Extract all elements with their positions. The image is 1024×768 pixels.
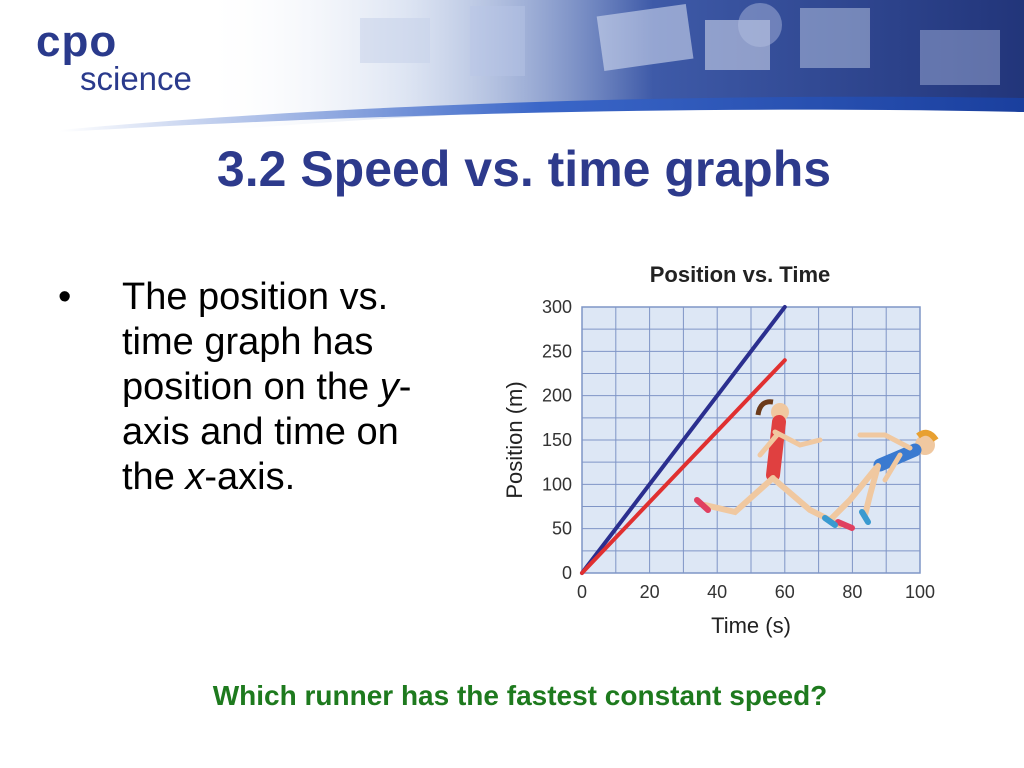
- bullet-text-part1: The position vs. time graph has position…: [122, 276, 389, 408]
- bullet-point: • The position vs. time graph has positi…: [58, 275, 462, 500]
- logo-text-science: science: [80, 60, 192, 97]
- y-tick-label: 250: [542, 341, 572, 361]
- header-banner: [60, 0, 1024, 132]
- runners-illustration: [694, 399, 939, 531]
- series-line-2: [580, 358, 787, 575]
- y-tick-label: 200: [542, 386, 572, 406]
- series-lines: [580, 305, 787, 575]
- x-tick-label: 60: [775, 582, 795, 602]
- bullet-text: The position vs. time graph has position…: [122, 275, 462, 500]
- x-tick-label: 0: [577, 582, 587, 602]
- question-text: Which runner has the fastest constant sp…: [212, 680, 828, 711]
- y-tick-label: 100: [542, 474, 572, 494]
- logo-text-cpo: cpo: [36, 17, 118, 66]
- x-tick-label: 80: [842, 582, 862, 602]
- x-tick-label: 20: [640, 582, 660, 602]
- position-time-chart: Position vs. Time 0 20 40 60 80 100 0 50 100 150 2…: [502, 262, 939, 638]
- x-tick-label: 100: [905, 582, 935, 602]
- bullet-marker: •: [58, 276, 72, 318]
- y-axis-label: Position (m): [502, 381, 527, 498]
- y-tick-label: 50: [552, 519, 572, 539]
- bullet-text-x: x: [185, 456, 205, 498]
- x-tick-label: 40: [707, 582, 727, 602]
- bullet-text-part3: -axis.: [204, 456, 296, 498]
- series-line-1: [580, 305, 787, 575]
- x-axis-label: Time (s): [711, 613, 791, 638]
- chart-title: Position vs. Time: [650, 262, 831, 287]
- bullet-text-part2: -axis and time on the: [122, 366, 412, 498]
- y-tick-label: 300: [542, 297, 572, 317]
- slide-title: 3.2 Speed vs. time graphs: [216, 141, 832, 197]
- bullet-text-y: y: [379, 366, 399, 408]
- y-tick-label: 0: [562, 563, 572, 583]
- cpo-science-logo: cpo science: [36, 20, 192, 96]
- y-tick-label: 150: [542, 430, 572, 450]
- grid-lines: [581, 306, 921, 574]
- blue-runner-figure: [822, 429, 939, 528]
- tick-labels: 0 20 40 60 80 100 0 50 100 150 200 250 300: [542, 297, 935, 602]
